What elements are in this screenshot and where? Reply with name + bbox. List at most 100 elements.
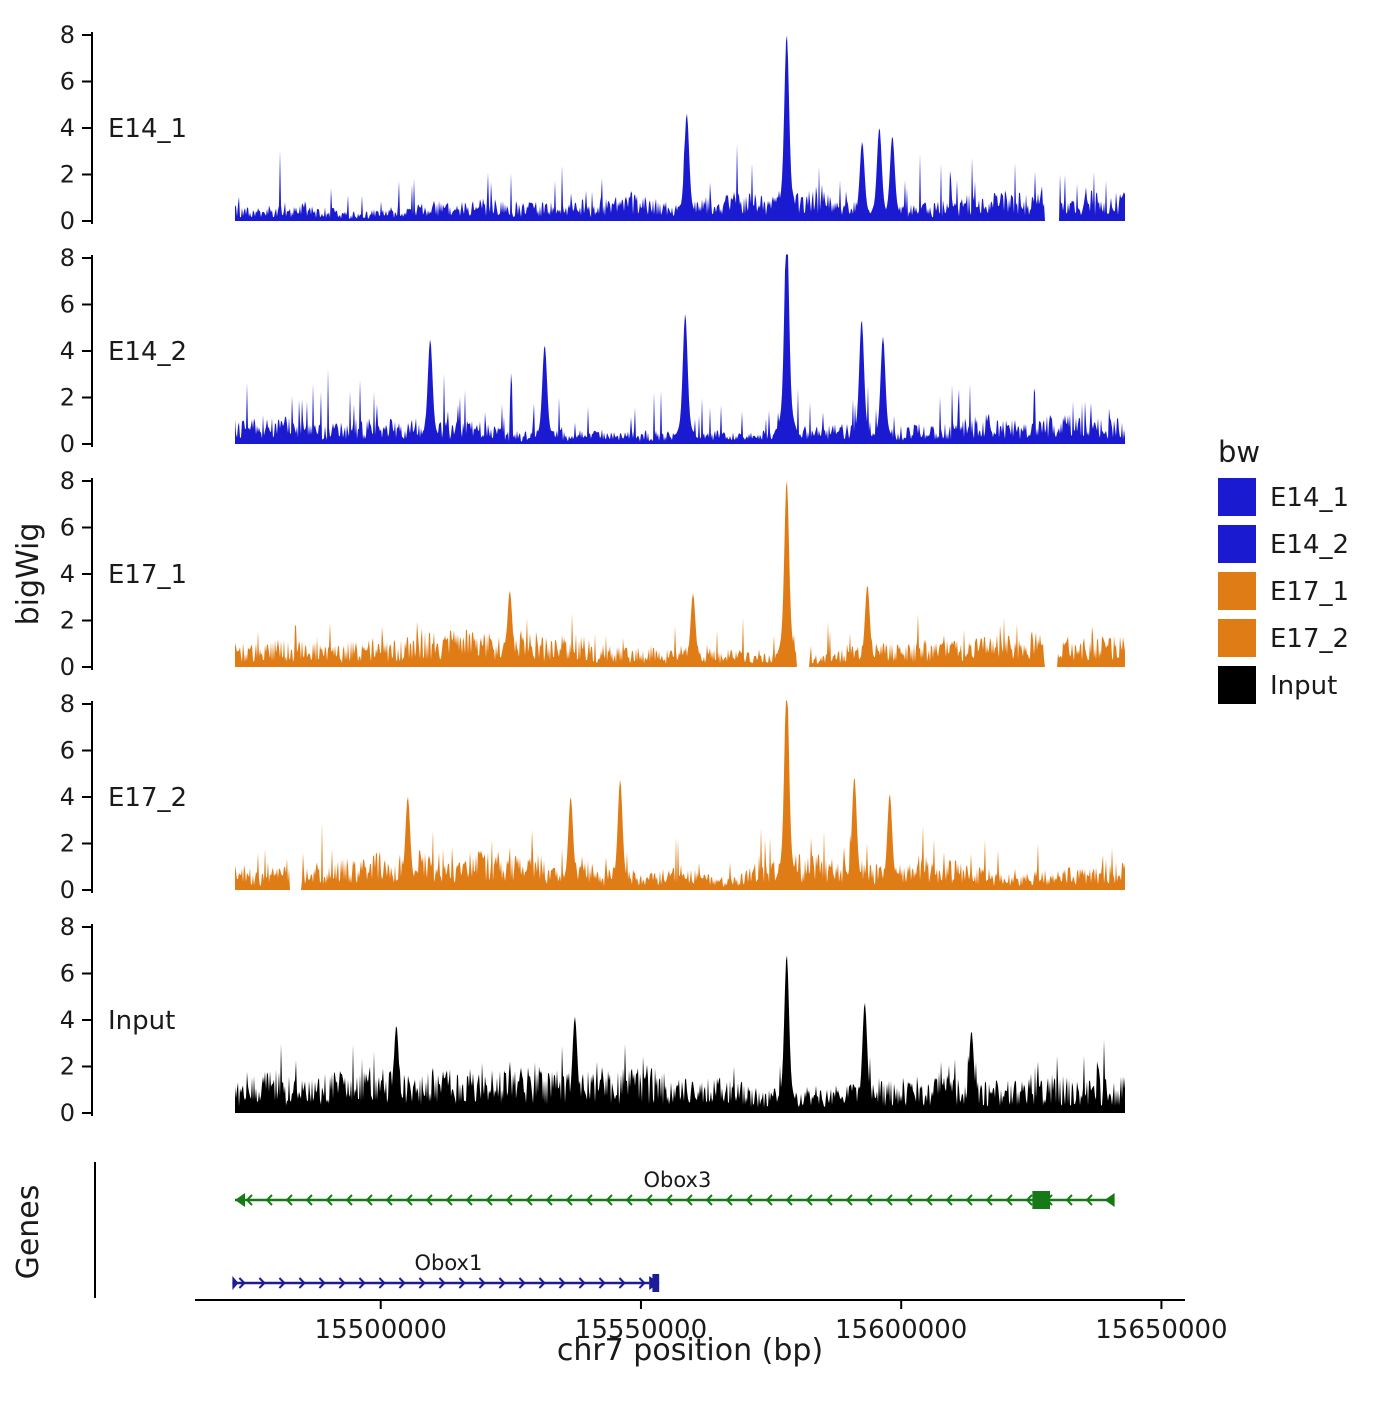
y-tick-label: 6	[60, 291, 75, 319]
signal-area-E14_2	[235, 254, 1125, 444]
strand-arrow-icon	[525, 1194, 533, 1206]
strand-arrow-icon	[478, 1277, 486, 1289]
strand-arrow-icon	[425, 1194, 433, 1206]
legend-swatch-E17_1	[1218, 572, 1256, 610]
strand-arrow-icon	[745, 1194, 753, 1206]
strand-arrow-icon	[458, 1277, 466, 1289]
track-E14_2: 0 2 4 6 8 E14_2	[60, 244, 1125, 458]
strand-arrow-icon	[985, 1194, 993, 1206]
strand-arrow-icon	[605, 1194, 613, 1206]
y-tick-label: 2	[60, 607, 75, 635]
strand-arrow-icon	[258, 1277, 266, 1289]
track-E17_2: 0 2 4 6 8 E17_2	[60, 690, 1125, 904]
y-tick-label: 0	[60, 430, 75, 458]
strand-arrow-icon	[418, 1277, 426, 1289]
track-label: E14_1	[108, 114, 187, 144]
strand-arrow-icon	[305, 1194, 313, 1206]
gene-exon-box	[652, 1274, 660, 1292]
strand-arrow-icon	[585, 1194, 593, 1206]
y-tick-label: 8	[60, 467, 75, 495]
track-label: Input	[108, 1006, 175, 1036]
strand-arrow-icon	[398, 1277, 406, 1289]
signal-area-E17_1	[235, 481, 1125, 667]
strand-arrow-icon	[925, 1194, 933, 1206]
legend-swatch-E17_2	[1218, 619, 1256, 657]
y-tick-label: 2	[60, 1053, 75, 1081]
legend-layer: E14_1 E14_2 E17_1 E17_2 Input	[1218, 478, 1349, 704]
y-tick-label: 0	[60, 207, 75, 235]
strand-arrow-icon	[885, 1194, 893, 1206]
strand-arrow-icon	[545, 1194, 553, 1206]
legend-swatch-E14_2	[1218, 525, 1256, 563]
strand-arrow-icon	[618, 1277, 626, 1289]
legend-item-label: E14_2	[1270, 530, 1349, 560]
x-axis-title: chr7 position (bp)	[557, 1333, 823, 1368]
y-axis-title: bigWig	[11, 523, 46, 626]
strand-arrow-icon	[405, 1194, 413, 1206]
gene-end-arrow-icon	[232, 1276, 239, 1290]
x-tick-label: 15550000	[575, 1315, 707, 1345]
y-tick-label: 8	[60, 244, 75, 272]
strand-arrow-icon	[765, 1194, 773, 1206]
y-tick-label: 8	[60, 21, 75, 49]
y-tick-label: 6	[60, 68, 75, 96]
y-tick-label: 0	[60, 876, 75, 904]
strand-arrow-icon	[238, 1277, 246, 1289]
gene-model-Obox3: Obox3	[235, 1168, 1115, 1209]
gene-label: Obox3	[643, 1168, 711, 1192]
y-tick-label: 4	[60, 1006, 75, 1034]
track-label: E17_2	[108, 783, 187, 813]
track-E14_1: 0 2 4 6 8 E14_1	[60, 21, 1125, 235]
strand-arrow-icon	[578, 1277, 586, 1289]
y-tick-label: 0	[60, 653, 75, 681]
strand-arrow-icon	[498, 1277, 506, 1289]
legend-item-label: E17_2	[1270, 624, 1349, 654]
strand-arrow-icon	[965, 1194, 973, 1206]
gene-exon-box	[1032, 1191, 1051, 1209]
strand-arrow-icon	[378, 1277, 386, 1289]
strand-arrow-icon	[1005, 1194, 1013, 1206]
strand-arrow-icon	[1085, 1194, 1093, 1206]
strand-arrow-icon	[245, 1194, 253, 1206]
y-tick-label: 6	[60, 960, 75, 988]
strand-arrow-icon	[538, 1277, 546, 1289]
legend-item-label: Input	[1270, 671, 1337, 701]
y-tick-label: 6	[60, 737, 75, 765]
strand-arrow-icon	[565, 1194, 573, 1206]
y-tick-label: 2	[60, 161, 75, 189]
strand-arrow-icon	[338, 1277, 346, 1289]
strand-arrow-icon	[865, 1194, 873, 1206]
strand-arrow-icon	[318, 1277, 326, 1289]
strand-arrow-icon	[725, 1194, 733, 1206]
tracks-layer: 0 2 4 6 8 E14_1 0 2 4 6 8 E14_2 0 2 4 6 8 E17_1 0 2 4 6 8 E17_2…	[60, 21, 1125, 1127]
y-tick-label: 0	[60, 1099, 75, 1127]
gene-model-Obox1: Obox1	[232, 1251, 660, 1292]
strand-arrow-icon	[665, 1194, 673, 1206]
strand-arrow-icon	[365, 1194, 373, 1206]
strand-arrow-icon	[638, 1277, 646, 1289]
strand-arrow-icon	[345, 1194, 353, 1206]
legend-item-label: E17_1	[1270, 577, 1349, 607]
strand-arrow-icon	[558, 1277, 566, 1289]
gene-label: Obox1	[414, 1251, 482, 1275]
y-tick-label: 4	[60, 783, 75, 811]
gene-end-arrow-icon	[1104, 1193, 1115, 1207]
legend-title: bw	[1218, 435, 1260, 469]
track-Input: 0 2 4 6 8 Input	[60, 913, 1125, 1127]
track-label: E17_1	[108, 560, 187, 590]
y-tick-label: 8	[60, 913, 75, 941]
strand-arrow-icon	[945, 1194, 953, 1206]
track-label: E14_2	[108, 337, 187, 367]
strand-arrow-icon	[518, 1277, 526, 1289]
strand-arrow-icon	[1065, 1194, 1073, 1206]
strand-arrow-icon	[278, 1277, 286, 1289]
strand-arrow-icon	[845, 1194, 853, 1206]
strand-arrow-icon	[465, 1194, 473, 1206]
strand-arrow-icon	[905, 1194, 913, 1206]
legend-swatch-E14_1	[1218, 478, 1256, 516]
strand-arrow-icon	[298, 1277, 306, 1289]
legend-item-label: E14_1	[1270, 483, 1349, 513]
y-tick-label: 4	[60, 560, 75, 588]
signal-area-Input	[235, 955, 1125, 1113]
